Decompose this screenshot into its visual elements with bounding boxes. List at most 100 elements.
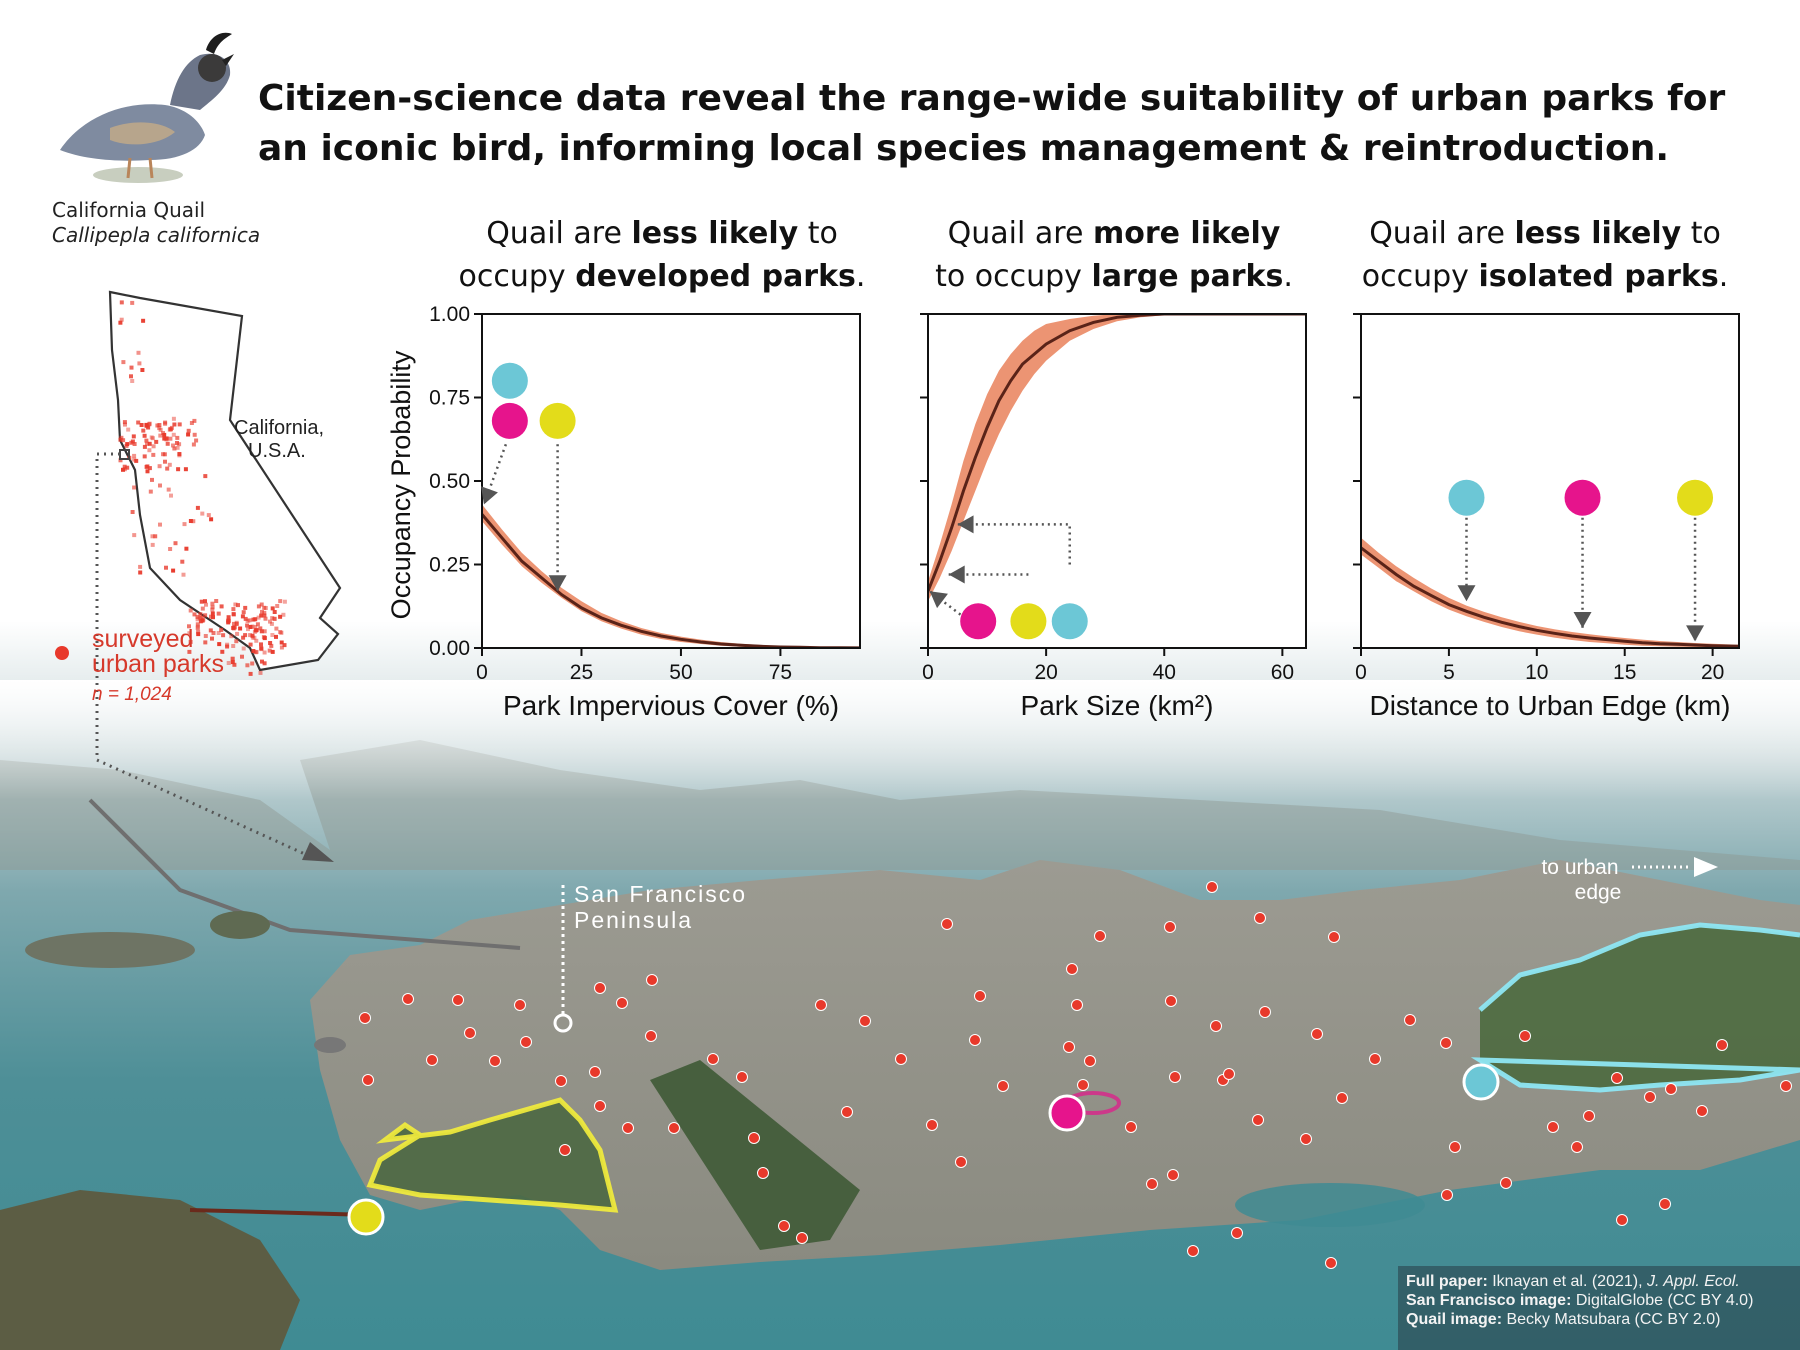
park-dot [757, 1167, 769, 1179]
survey-dot [274, 634, 278, 639]
park-dot [1571, 1141, 1583, 1153]
panel2-title-d: to occupy [935, 259, 1092, 294]
park-dot [1071, 999, 1083, 1011]
survey-dot [259, 602, 264, 607]
survey-dot [243, 633, 248, 638]
park-dot [1780, 1080, 1792, 1092]
survey-dot [118, 458, 123, 463]
park-dot [555, 1075, 567, 1087]
survey-dot [158, 483, 162, 488]
y-tick-label: 0.25 [429, 554, 470, 577]
survey-dot [245, 623, 250, 628]
credit-image-label: San Francisco image: [1406, 1292, 1572, 1309]
survey-dot [161, 452, 165, 457]
survey-dot [226, 620, 231, 625]
survey-dot [164, 565, 168, 570]
survey-dot [259, 646, 264, 651]
park-marker-magenta [491, 402, 528, 439]
survey-dot [195, 505, 200, 510]
survey-dot [171, 416, 176, 421]
survey-dot [134, 458, 139, 463]
edge-line1: to urban [1541, 856, 1618, 879]
park-dot [1547, 1121, 1559, 1133]
x-axis-label: Park Size (km²) [1021, 690, 1214, 721]
survey-dot [129, 374, 133, 379]
park-dot [926, 1119, 938, 1131]
marker-arrow-line [957, 523, 1071, 565]
survey-dot [211, 631, 216, 635]
marker-arrow-line [482, 443, 508, 505]
survey-dot [188, 639, 193, 644]
survey-dot [144, 464, 149, 469]
quail-illustration [60, 32, 234, 183]
survey-dot [165, 466, 170, 471]
survey-dot [189, 421, 194, 425]
survey-dot [260, 609, 264, 614]
survey-dot [147, 441, 152, 446]
survey-dot [171, 443, 175, 448]
survey-dot [232, 621, 236, 626]
survey-dot [147, 466, 152, 471]
park-dot [1616, 1214, 1628, 1226]
survey-dot [173, 541, 178, 546]
credit-paper-label: Full paper: [1406, 1273, 1488, 1290]
urban-edge-label: to urban edge [1541, 856, 1718, 904]
park-dot [359, 1012, 371, 1024]
survey-dot [245, 663, 250, 668]
park-dot [402, 993, 414, 1005]
park-marker-magenta [960, 603, 997, 640]
survey-dot [256, 604, 261, 609]
survey-dot [195, 626, 200, 630]
fit-line [1361, 546, 1739, 648]
survey-dot [150, 542, 155, 547]
survey-dot [253, 625, 258, 629]
survey-dot [270, 633, 275, 637]
survey-dot [234, 639, 239, 644]
survey-dot [132, 485, 137, 490]
panel2-title-e: large parks [1091, 259, 1284, 294]
survey-dot [177, 422, 182, 427]
park-dot [1167, 1169, 1179, 1181]
park-dot [1449, 1141, 1461, 1153]
park-dot [1311, 1028, 1323, 1040]
plot-area [928, 314, 1306, 648]
survey-dot [191, 442, 196, 447]
survey-dot [275, 604, 280, 608]
park-dot [796, 1232, 808, 1244]
survey-dot [132, 442, 137, 446]
park-dot [895, 1053, 907, 1065]
survey-dot [232, 625, 237, 630]
park-dot [452, 994, 464, 1006]
survey-dot [167, 462, 172, 467]
quail-common-name: California Quail [52, 198, 206, 222]
survey-dot [141, 428, 146, 433]
park-dot [1441, 1189, 1453, 1201]
y-tick-label: 1.00 [429, 303, 470, 326]
marker-arrow-head [1686, 625, 1705, 642]
park-dot [815, 999, 827, 1011]
survey-dot [278, 599, 283, 604]
survey-dot [141, 318, 146, 323]
park-dot [841, 1106, 853, 1118]
y-axis-label: Occupancy Probability [386, 350, 416, 619]
survey-dot [148, 489, 153, 494]
legend-dot [55, 646, 69, 660]
survey-dot [262, 661, 267, 666]
x-axis-label: Park Impervious Cover (%) [503, 690, 839, 721]
title-line1: Citizen-science data reveal the range-wi… [258, 78, 1726, 119]
survey-dot [279, 640, 284, 645]
survey-dot [210, 611, 215, 616]
survey-dot [260, 659, 264, 664]
park-dot [1328, 931, 1340, 943]
park-dot [1716, 1039, 1728, 1051]
panel1-title-e: developed parks [575, 259, 856, 294]
park-dot [969, 1034, 981, 1046]
x-axis-label: Distance to Urban Edge (km) [1369, 690, 1730, 721]
park-dot [736, 1071, 748, 1083]
survey-dot [142, 444, 147, 449]
survey-dot [251, 649, 256, 653]
panel1-title-c: to [798, 216, 838, 251]
survey-dot [130, 300, 135, 305]
